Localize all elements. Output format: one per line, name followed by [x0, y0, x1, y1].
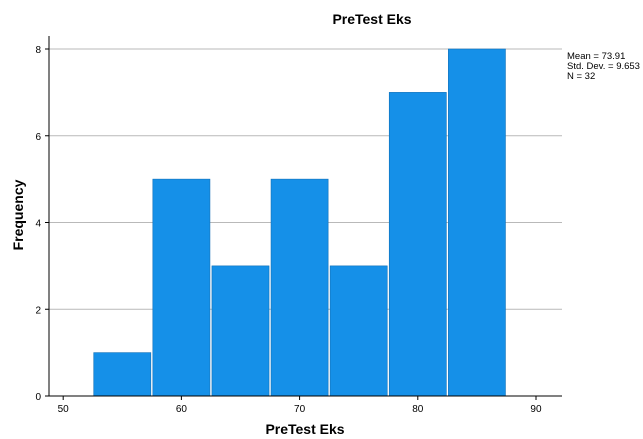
y-tick-label-8: 8: [35, 45, 41, 56]
y-tick-label-6: 6: [35, 132, 41, 143]
chart-title: PreTest Eks: [332, 11, 411, 27]
stat-mean: Mean = 73.91: [567, 51, 625, 62]
y-axis-title: Frequency: [10, 179, 26, 250]
histogram-bar-3: [270, 178, 329, 397]
x-tick-label-90: 90: [530, 404, 542, 415]
x-tick-label-80: 80: [412, 404, 424, 415]
statistics-box: Mean = 73.91 Std. Dev. = 9.653 N = 32: [567, 51, 640, 82]
histogram-bar-5: [388, 92, 447, 397]
stat-std-dev: Std. Dev. = 9.653: [567, 61, 640, 72]
x-tick-label-70: 70: [294, 404, 306, 415]
y-tick-label-2: 2: [35, 305, 41, 316]
x-tick-label-50: 50: [58, 404, 70, 415]
axes: [45, 36, 562, 400]
y-tick-label-4: 4: [35, 219, 41, 230]
x-tick-label-60: 60: [176, 404, 188, 415]
stat-n: N = 32: [567, 71, 595, 82]
histogram-bar-1: [152, 178, 211, 397]
histogram-bar-2: [211, 265, 270, 397]
x-axis-title: PreTest Eks: [265, 421, 344, 437]
y-tick-label-0: 0: [35, 392, 41, 403]
histogram-bar-4: [329, 265, 388, 397]
x-tick-labels: 50 60 70 80 90: [58, 404, 542, 415]
histogram-bar-6: [448, 48, 506, 397]
histogram-bar-0: [93, 352, 152, 397]
y-tick-labels: 0 2 4 6 8: [35, 45, 41, 403]
histogram-bars: [93, 48, 506, 397]
